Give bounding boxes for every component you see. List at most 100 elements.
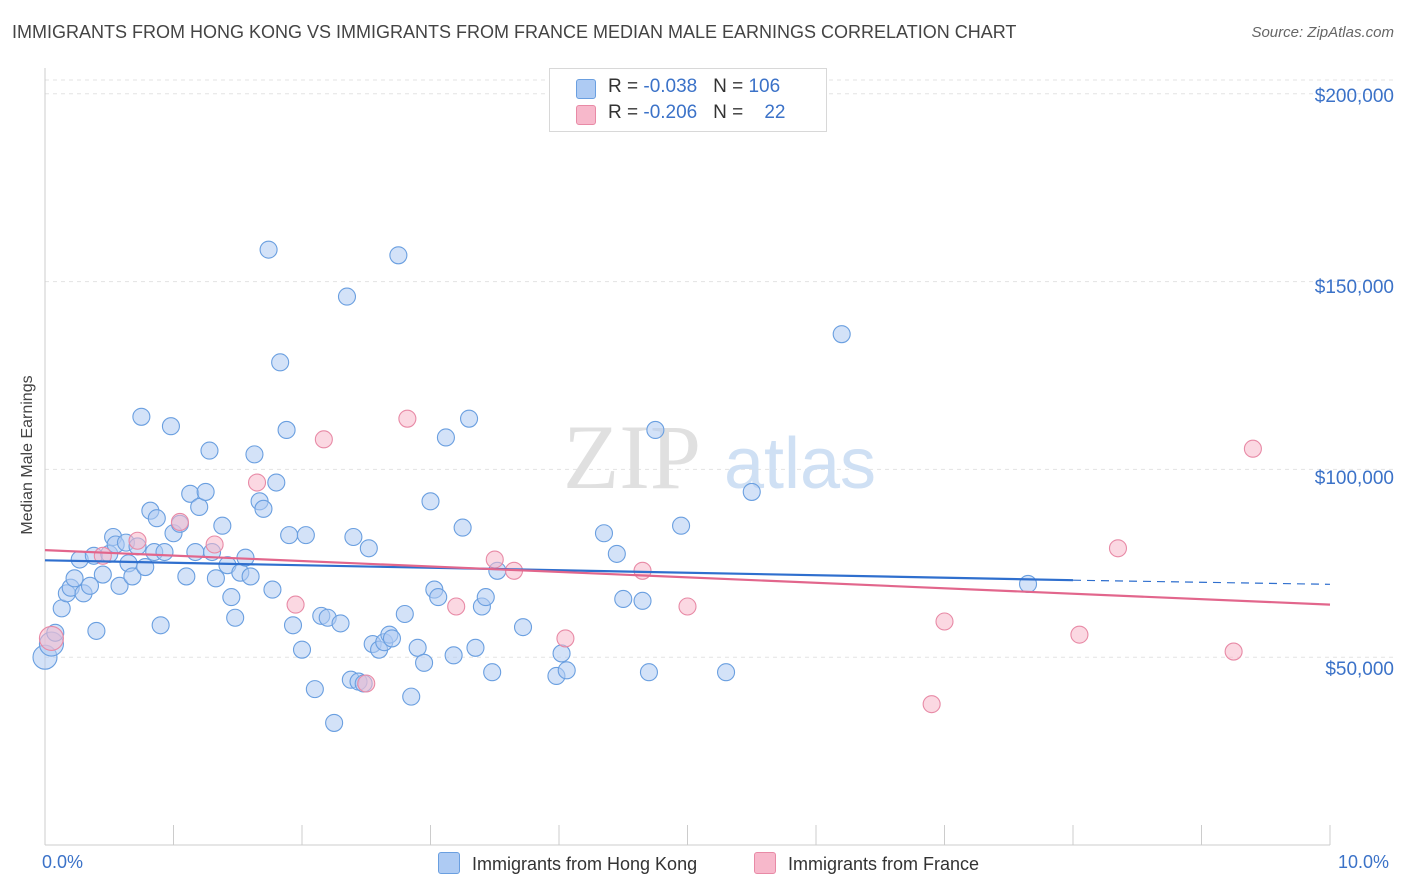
point-hong-kong-94 xyxy=(557,661,576,680)
point-hong-kong-77 xyxy=(408,638,427,657)
point-hong-kong-9 xyxy=(80,576,100,595)
trend-line-hong-kong-extension xyxy=(1072,579,1331,585)
legend-swatch-hong-kong-bottom xyxy=(438,852,460,874)
point-hong-kong-75 xyxy=(395,604,414,624)
trend-line-france xyxy=(44,549,1331,606)
point-france-13 xyxy=(556,629,575,648)
x-tick-max: 10.0% xyxy=(1338,852,1390,872)
point-france-11 xyxy=(485,550,504,569)
point-hong-kong-82 xyxy=(436,428,455,447)
point-hong-kong-50 xyxy=(263,580,282,599)
point-hong-kong-63 xyxy=(337,287,357,306)
point-hong-kong-42 xyxy=(226,608,245,627)
point-hong-kong-3 xyxy=(52,599,71,618)
point-hong-kong-83 xyxy=(444,646,463,665)
point-hong-kong-104 xyxy=(832,325,851,344)
point-france-19 xyxy=(1108,539,1128,558)
trend-line-hong-kong xyxy=(44,559,1074,582)
point-hong-kong-6 xyxy=(65,569,84,588)
y-tick-100000: $100,000 xyxy=(1314,468,1394,489)
point-france-16 xyxy=(922,695,941,714)
point-hong-kong-65 xyxy=(344,527,363,547)
point-hong-kong-35 xyxy=(196,482,215,501)
point-france-3 xyxy=(170,512,189,532)
point-hong-kong-102 xyxy=(716,663,736,682)
point-hong-kong-21 xyxy=(132,407,151,426)
point-hong-kong-51 xyxy=(267,473,286,492)
point-hong-kong-53 xyxy=(277,420,296,440)
point-hong-kong-12 xyxy=(93,565,112,584)
point-hong-kong-61 xyxy=(325,713,344,732)
point-france-2 xyxy=(128,531,147,550)
point-france-0 xyxy=(38,625,64,651)
point-france-6 xyxy=(286,595,305,614)
trend-lines xyxy=(44,549,1331,606)
chart-title: IMMIGRANTS FROM HONG KONG VS IMMIGRANTS … xyxy=(12,22,1017,42)
point-hong-kong-34 xyxy=(190,497,209,517)
point-hong-kong-76 xyxy=(402,687,421,706)
point-hong-kong-28 xyxy=(161,417,180,436)
point-hong-kong-74 xyxy=(389,246,408,265)
axes xyxy=(44,68,1331,846)
legend-text-hong-kong: R = -0.038 N = 106 xyxy=(608,76,781,97)
correlation-legend: R = -0.038 N = 106 R = -0.206 N = 22 xyxy=(549,68,827,132)
point-hong-kong-68 xyxy=(359,539,378,558)
point-france-20 xyxy=(1224,642,1243,661)
point-hong-kong-99 xyxy=(639,663,659,682)
point-hong-kong-95 xyxy=(594,524,614,543)
y-tick-150000: $150,000 xyxy=(1314,277,1394,298)
point-hong-kong-81 xyxy=(429,588,448,607)
point-hong-kong-86 xyxy=(466,638,485,657)
point-hong-kong-46 xyxy=(245,445,264,464)
watermark-zip: ZIP xyxy=(563,406,701,508)
point-hong-kong-25 xyxy=(147,509,166,528)
point-hong-kong-19 xyxy=(123,567,142,586)
point-hong-kong-84 xyxy=(453,518,472,537)
point-hong-kong-105 xyxy=(1018,574,1038,594)
point-hong-kong-78 xyxy=(415,653,434,672)
point-hong-kong-41 xyxy=(222,588,241,607)
point-france-5 xyxy=(247,473,267,492)
legend-label-france: Immigrants from France xyxy=(788,854,980,874)
point-hong-kong-48 xyxy=(254,499,273,518)
watermark: ZIP atlas xyxy=(563,406,876,508)
point-hong-kong-103 xyxy=(742,482,761,501)
point-hong-kong-26 xyxy=(151,616,170,635)
point-hong-kong-57 xyxy=(296,526,315,545)
point-hong-kong-91 xyxy=(513,618,533,637)
point-hong-kong-101 xyxy=(672,516,691,535)
point-hong-kong-89 xyxy=(483,663,502,682)
x-tick-min: 0.0% xyxy=(42,852,84,872)
point-hong-kong-11 xyxy=(87,621,106,640)
y-tick-50000: $50,000 xyxy=(1325,659,1394,680)
point-hong-kong-100 xyxy=(646,420,665,440)
point-hong-kong-97 xyxy=(614,589,633,609)
point-hong-kong-33 xyxy=(186,542,205,562)
point-france-10 xyxy=(447,597,466,616)
point-hong-kong-31 xyxy=(177,567,196,586)
point-hong-kong-85 xyxy=(459,409,479,428)
point-hong-kong-79 xyxy=(421,492,440,511)
legend-swatch-hong-kong xyxy=(576,79,596,99)
point-hong-kong-16 xyxy=(110,576,129,595)
point-hong-kong-45 xyxy=(241,567,260,586)
point-hong-kong-56 xyxy=(292,640,312,659)
point-france-8 xyxy=(357,674,376,693)
legend-text-france: R = -0.206 N = 22 xyxy=(608,102,786,123)
point-hong-kong-52 xyxy=(271,353,290,372)
point-hong-kong-73 xyxy=(382,629,402,648)
point-france-18 xyxy=(1070,625,1089,644)
point-france-4 xyxy=(205,535,224,554)
point-hong-kong-62 xyxy=(331,614,350,633)
point-hong-kong-49 xyxy=(259,240,278,259)
point-hong-kong-93 xyxy=(552,644,571,663)
point-hong-kong-54 xyxy=(280,526,299,545)
point-hong-kong-36 xyxy=(200,441,219,460)
point-hong-kong-38 xyxy=(206,569,225,588)
point-hong-kong-27 xyxy=(155,542,174,562)
legend-swatch-france-bottom xyxy=(754,852,776,874)
point-france-17 xyxy=(935,612,954,631)
point-france-9 xyxy=(398,409,417,428)
legend-label-hong-kong: Immigrants from Hong Kong xyxy=(472,854,698,874)
